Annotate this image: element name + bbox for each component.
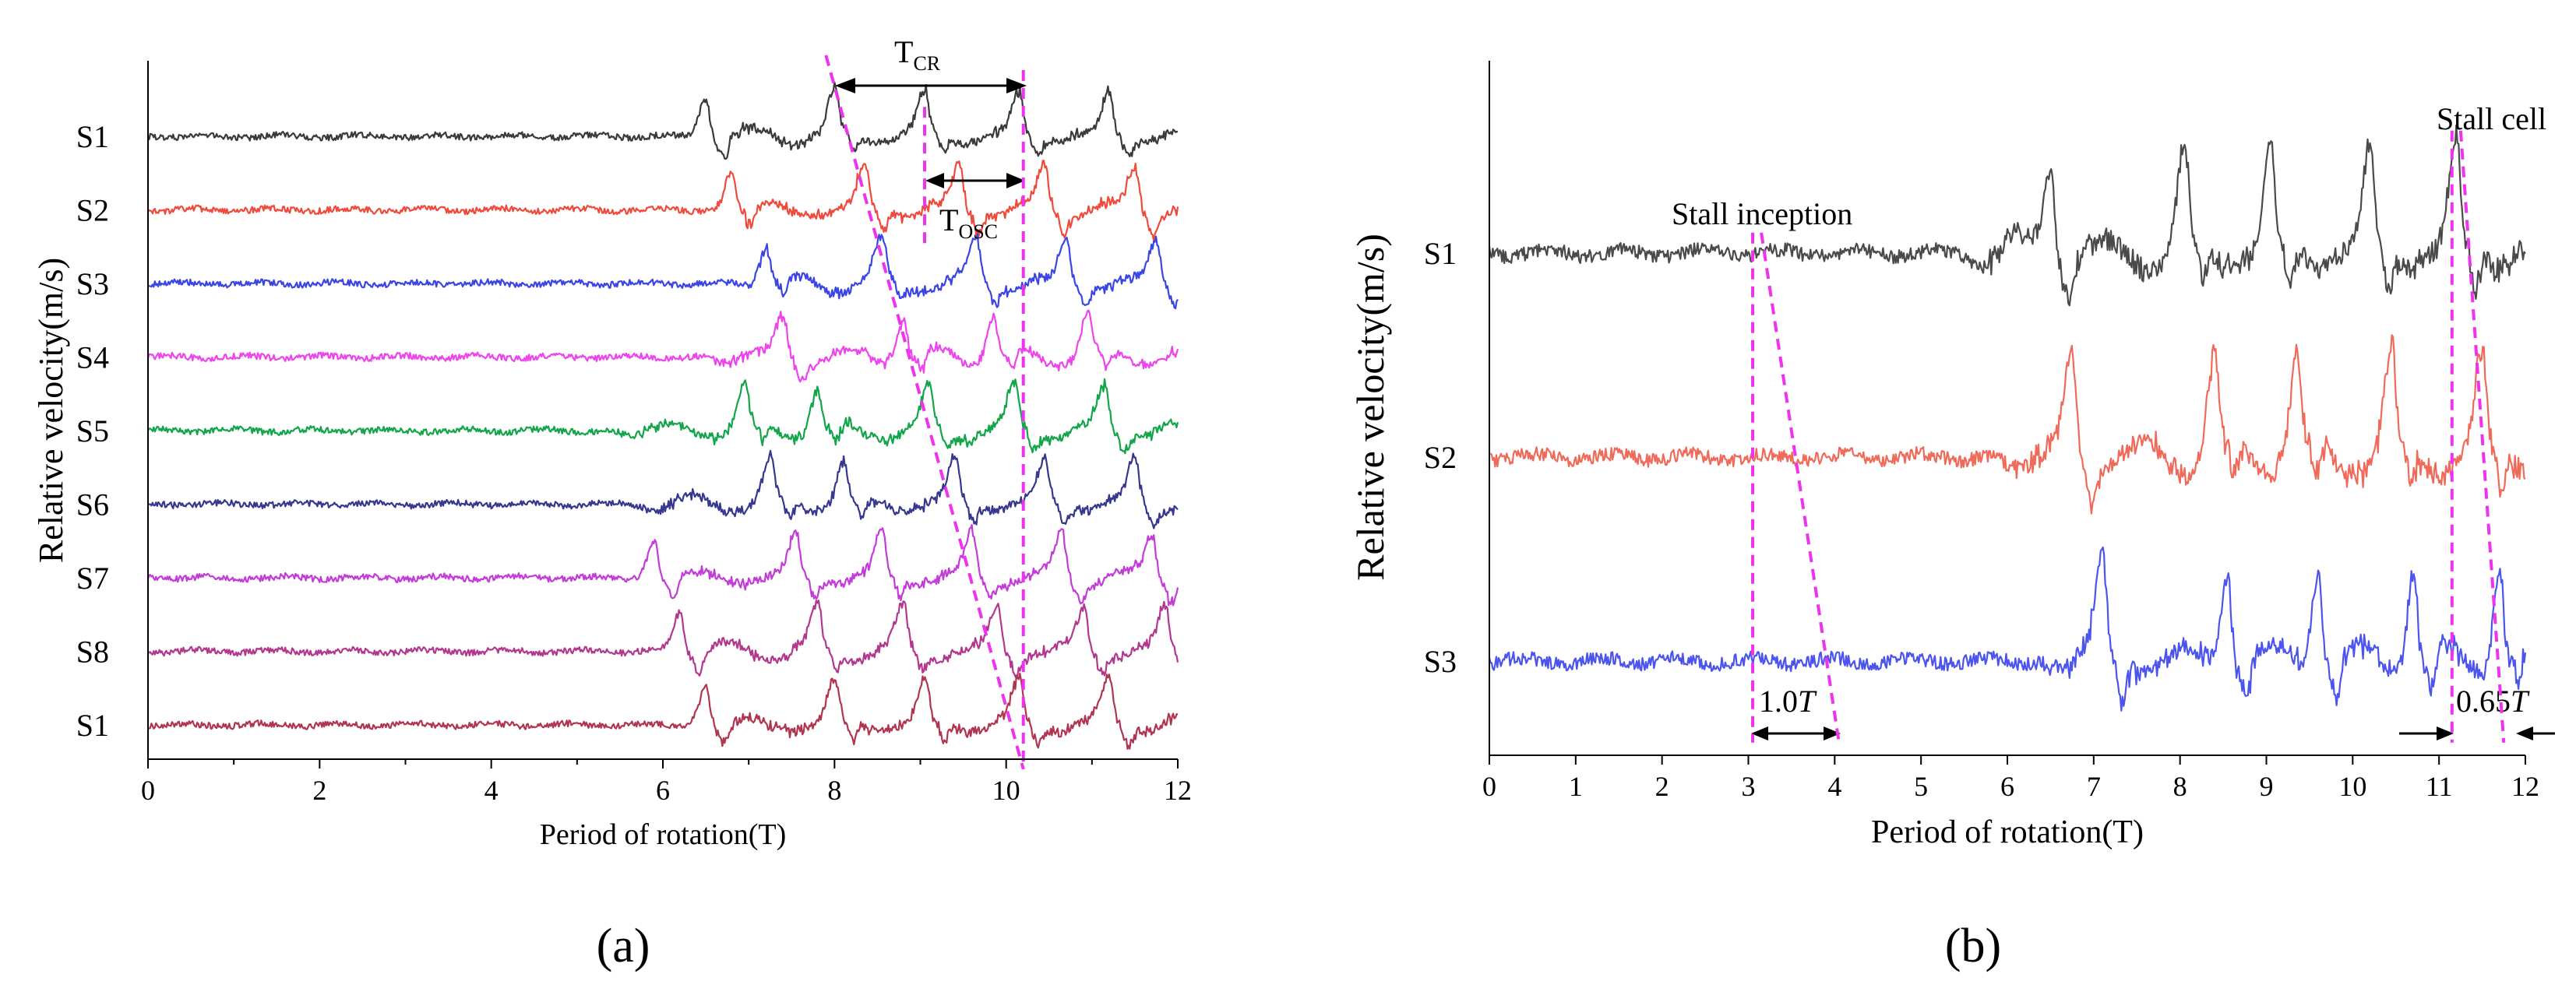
panel-label-b: (b)	[1945, 920, 2001, 973]
series-line-s6-row5	[147, 449, 1179, 529]
series-label-s4-row3: S4	[76, 340, 109, 375]
series-line-s1-row8	[147, 672, 1179, 750]
series-line-s1-row0	[147, 81, 1179, 160]
series-label-s5-row4: S5	[76, 413, 109, 448]
series-label-s1-row0: S1	[1424, 236, 1457, 271]
dashed-guide-line-3	[2458, 130, 2506, 743]
series-line-s8-row7	[147, 600, 1179, 680]
series-line-s5-row4	[147, 378, 1179, 455]
series-label-s7-row6: S7	[76, 561, 109, 596]
series-line-s1-row0	[1488, 124, 2526, 307]
stall-inception-label: Stall inception	[1672, 196, 1852, 231]
x-tick-label-8: 8	[2173, 771, 2187, 802]
panel-label-a: (a)	[597, 920, 650, 973]
series-line-s2-row1	[147, 160, 1179, 242]
series-label-s3-row2: S3	[76, 266, 109, 301]
dashed-guide-line-0	[824, 55, 1025, 770]
x-axis-label-a: Period of rotation(T)	[540, 818, 787, 851]
x-tick-label-11: 11	[2426, 771, 2453, 802]
x-tick-label-7: 7	[2087, 771, 2101, 802]
x-axis-label-b: Period of rotation(T)	[1871, 814, 2144, 850]
x-tick-label-5: 5	[1914, 771, 1928, 802]
x-tick-label-1: 1	[1569, 771, 1583, 802]
x-tick-label-10: 10	[992, 775, 1020, 806]
x-tick-label-0: 0	[1482, 771, 1496, 802]
x-tick-label-4: 4	[485, 775, 499, 806]
series-label-s2-row1: S2	[76, 193, 109, 228]
chart-panel-b: S1 S2 S3 Stall inception Stall cell 1.0T 0…	[1348, 61, 2555, 850]
annotations-b: Stall inception Stall cell 1.0T 0.65T	[1672, 101, 2555, 744]
series-line-s3-row2	[1488, 546, 2527, 712]
series-group-a: S1 S2 S3 S4 S5 S6 S7 S8 S1	[76, 81, 1179, 750]
tcr-arrow-head-left	[835, 78, 855, 93]
tcr-label: TCR	[894, 34, 941, 75]
annotations-a: TCR TOSC	[824, 34, 1027, 770]
x-tick-label-3: 3	[1742, 771, 1756, 802]
interval-1-label: 1.0T	[1759, 684, 1817, 719]
x-tick-label-8: 8	[827, 775, 841, 806]
series-label-s1-row8: S1	[76, 708, 109, 743]
tosc-arrow-head-right	[1006, 173, 1025, 188]
interval-1-arrow-right	[1824, 726, 1841, 740]
chart-panel-a: S1 S2 S3 S4 S5 S6 S7 S8 S1 TCR TOSC 0 2 4 6 8 10 12 Pe…	[32, 34, 1192, 851]
series-label-s3-row2: S3	[1424, 644, 1457, 679]
x-tick-label-6: 6	[2000, 771, 2014, 802]
series-label-s2-row1: S2	[1424, 440, 1457, 475]
series-label-s1-row0: S1	[76, 119, 109, 154]
tosc-label: TOSC	[939, 202, 998, 243]
x-tick-label-12: 12	[1164, 775, 1192, 806]
y-axis-label-b: Relative velocity(m/s)	[1348, 234, 1392, 581]
series-line-s4-row3	[146, 309, 1179, 383]
series-line-s2-row1	[1489, 334, 2526, 515]
dashed-guide-line-1	[1760, 232, 1841, 744]
x-tick-label-2: 2	[1655, 771, 1669, 802]
axes-b: 0 1 2 3 4 5 6 7 8 9 10 11 12	[1482, 61, 2539, 802]
series-line-s3-row2	[147, 233, 1179, 310]
series-label-s6-row5: S6	[76, 487, 109, 522]
series-line-s7-row6	[146, 524, 1179, 607]
interval-2-arrow-head-left	[2437, 726, 2454, 740]
axes-a: 0 2 4 6 8 10 12	[141, 61, 1192, 806]
x-tick-label-4: 4	[1827, 771, 1841, 802]
x-tick-label-10: 10	[2338, 771, 2366, 802]
tcr-arrow-head-right	[1006, 78, 1027, 93]
x-tick-label-9: 9	[2260, 771, 2274, 802]
x-tick-label-0: 0	[141, 775, 155, 806]
interval-2-arrow-head-right	[2516, 726, 2533, 740]
interval-2-label: 0.65T	[2456, 684, 2530, 719]
series-label-s8-row7: S8	[76, 635, 109, 670]
interval-1-arrow-left	[1751, 726, 1768, 740]
x-tick-label-6: 6	[656, 775, 670, 806]
x-tick-label-2: 2	[312, 775, 326, 806]
x-tick-label-12: 12	[2511, 771, 2539, 802]
y-axis-label-a: Relative velocity(m/s)	[32, 258, 70, 563]
stall-cell-label: Stall cell	[2437, 101, 2546, 136]
series-group-b: S1 S2 S3	[1424, 124, 2527, 712]
tosc-arrow-head-left	[925, 173, 944, 188]
